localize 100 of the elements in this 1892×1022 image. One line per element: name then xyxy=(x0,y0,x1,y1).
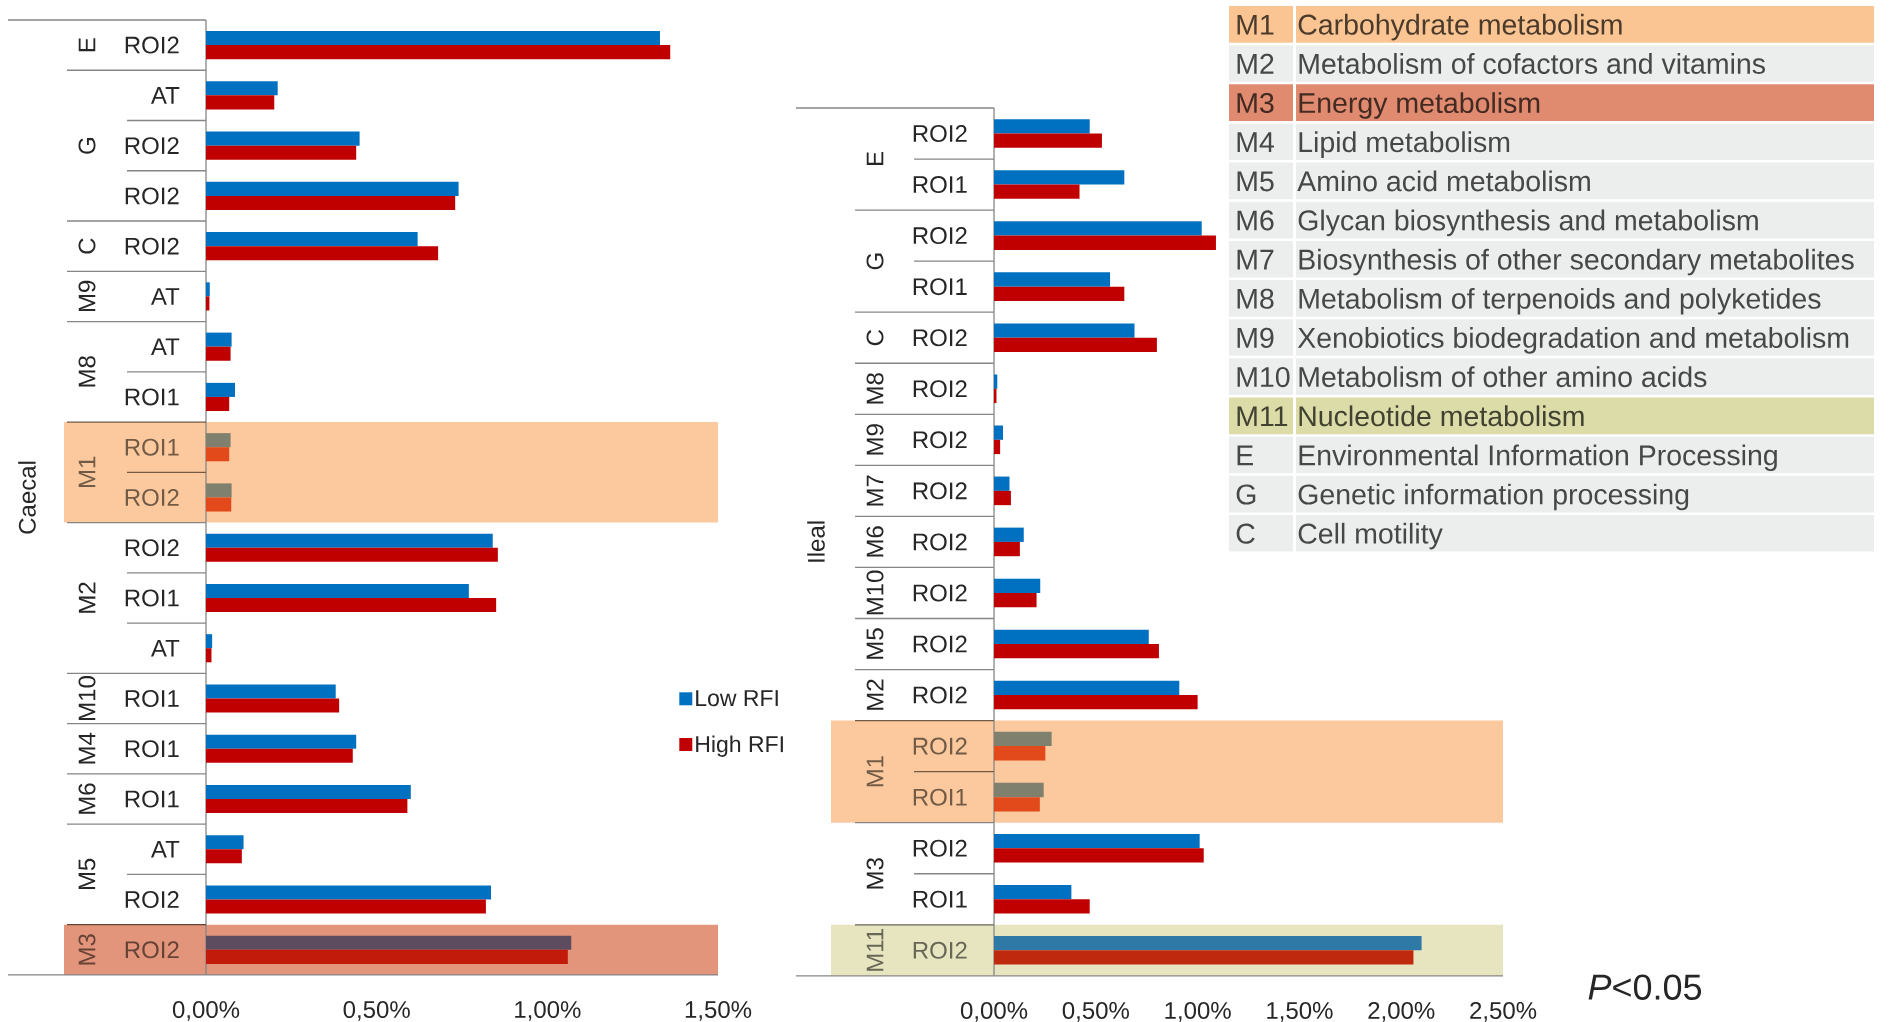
y-tick-label: AT xyxy=(150,639,180,657)
y-tick-label: ROI2 xyxy=(913,329,967,347)
bar xyxy=(206,195,456,210)
y-tick-label: ROI2 xyxy=(913,584,967,602)
annotation: Energy metabolism xyxy=(1299,92,1540,119)
y-axis-title: M1 xyxy=(78,456,96,488)
y-axis-title: M8 xyxy=(78,356,96,387)
text: P<0.05 xyxy=(1588,974,1702,1000)
category-label: M7 xyxy=(1237,249,1274,270)
bar xyxy=(206,95,275,110)
y-axis-title: M7 xyxy=(866,475,884,506)
bar xyxy=(994,782,1044,798)
annotation: Glycan biosynthesis and metabolism xyxy=(1298,209,1758,237)
y-tick-label: ROI2 xyxy=(125,539,179,557)
category-label: M4 xyxy=(1237,132,1274,152)
y-axis-title: M3 xyxy=(78,934,96,965)
category-label: M10 xyxy=(1237,366,1290,388)
y-tick-label: ROI2 xyxy=(913,482,967,500)
y-axis-title: M10 xyxy=(866,570,884,615)
annotation: Lipid metabolism xyxy=(1299,131,1510,158)
y-tick-label: ROI2 xyxy=(913,380,967,398)
bar xyxy=(206,396,230,412)
y-axis-title: E xyxy=(866,152,884,166)
x-tick-label: 1,50% xyxy=(685,1001,752,1021)
y-axis-title: E xyxy=(78,38,96,52)
y-tick-label: ROI1 xyxy=(913,890,967,908)
y-axis-title: M10 xyxy=(78,676,96,720)
text: Ileal xyxy=(807,521,825,562)
annotation: Amino acid metabolism xyxy=(1297,170,1590,192)
bar xyxy=(994,170,1125,185)
bar xyxy=(994,184,1080,199)
y-tick-label: ROI2 xyxy=(125,237,179,255)
bar xyxy=(994,899,1090,914)
bar xyxy=(994,746,1046,761)
legend-label: High RFI xyxy=(696,735,783,757)
bar xyxy=(206,181,459,196)
text: Caecal xyxy=(18,461,36,534)
y-tick-label: ROI1 xyxy=(913,278,967,296)
x-tick-label: 0,50% xyxy=(1062,1001,1129,1022)
y-axis-title: C xyxy=(78,238,96,254)
bar xyxy=(206,332,232,347)
y-tick-label: ROI2 xyxy=(913,737,967,755)
bar xyxy=(206,648,212,663)
annotation: Biosynthesis of other secondary metabolites xyxy=(1299,248,1854,276)
y-tick-label: ROI2 xyxy=(913,227,967,245)
y-axis-title: M5 xyxy=(866,628,884,659)
y-tick-label: AT xyxy=(150,87,180,104)
y-axis-title: M3 xyxy=(866,858,884,889)
y-axis-title: G xyxy=(78,138,96,154)
y-tick-label: ROI2 xyxy=(913,533,967,551)
y-axis-title: M1 xyxy=(866,756,884,787)
y-axis-title: M6 xyxy=(78,783,96,814)
x-tick-label: 0,00% xyxy=(172,1001,240,1021)
bar xyxy=(994,119,1090,134)
y-axis-title: M2 xyxy=(866,679,884,710)
bar xyxy=(994,833,1200,849)
bar xyxy=(206,533,493,548)
annotation: Environmental Information Processing xyxy=(1299,444,1777,472)
category-label: G xyxy=(1236,484,1256,505)
x-tick-label: 2,50% xyxy=(1470,1001,1537,1022)
x-tick-label: 0,50% xyxy=(343,1001,410,1021)
category-label: E xyxy=(1237,445,1253,466)
y-tick-label: ROI2 xyxy=(125,941,179,959)
bar xyxy=(994,797,1040,812)
bar xyxy=(994,731,1052,747)
bar xyxy=(994,286,1125,301)
y-tick-label: ROI1 xyxy=(125,438,179,456)
annotation: Metabolism of terpenoids and polyketides xyxy=(1299,287,1821,315)
y-tick-label: ROI2 xyxy=(913,941,967,959)
category-label: M2 xyxy=(1237,53,1274,74)
x-tick-label: 2,00% xyxy=(1368,1001,1435,1022)
annotation: Xenobiotics biodegradation and metabolism xyxy=(1297,327,1849,354)
category-label: M11 xyxy=(1237,406,1288,427)
y-tick-label: ROI1 xyxy=(913,176,967,194)
bar xyxy=(206,849,242,864)
bar xyxy=(206,145,357,160)
bar xyxy=(206,885,492,900)
bar xyxy=(206,547,498,562)
y-tick-label: AT xyxy=(150,338,180,355)
y-tick-label: ROI2 xyxy=(125,187,179,205)
bar xyxy=(994,884,1072,900)
y-tick-label: ROI1 xyxy=(125,690,179,707)
y-tick-label: ROI2 xyxy=(125,36,179,54)
category-label: M8 xyxy=(1237,288,1274,309)
bar xyxy=(206,382,236,397)
y-tick-label: ROI2 xyxy=(125,891,179,909)
category-label: M5 xyxy=(1237,171,1274,192)
y-tick-label: AT xyxy=(150,841,180,858)
bar xyxy=(994,221,1202,236)
y-tick-label: ROI2 xyxy=(913,839,967,857)
bar xyxy=(206,346,231,361)
bar xyxy=(994,133,1102,148)
y-tick-label: ROI1 xyxy=(125,790,179,808)
legend-label: Low RFI xyxy=(696,690,778,707)
y-axis-title: G xyxy=(866,253,884,270)
annotation: Metabolism of other amino acids xyxy=(1299,366,1707,388)
annotation: Genetic information processing xyxy=(1298,483,1689,511)
bar xyxy=(206,634,213,649)
bar xyxy=(206,835,244,850)
text: Carbohydrate metabolism xyxy=(1298,13,1622,41)
